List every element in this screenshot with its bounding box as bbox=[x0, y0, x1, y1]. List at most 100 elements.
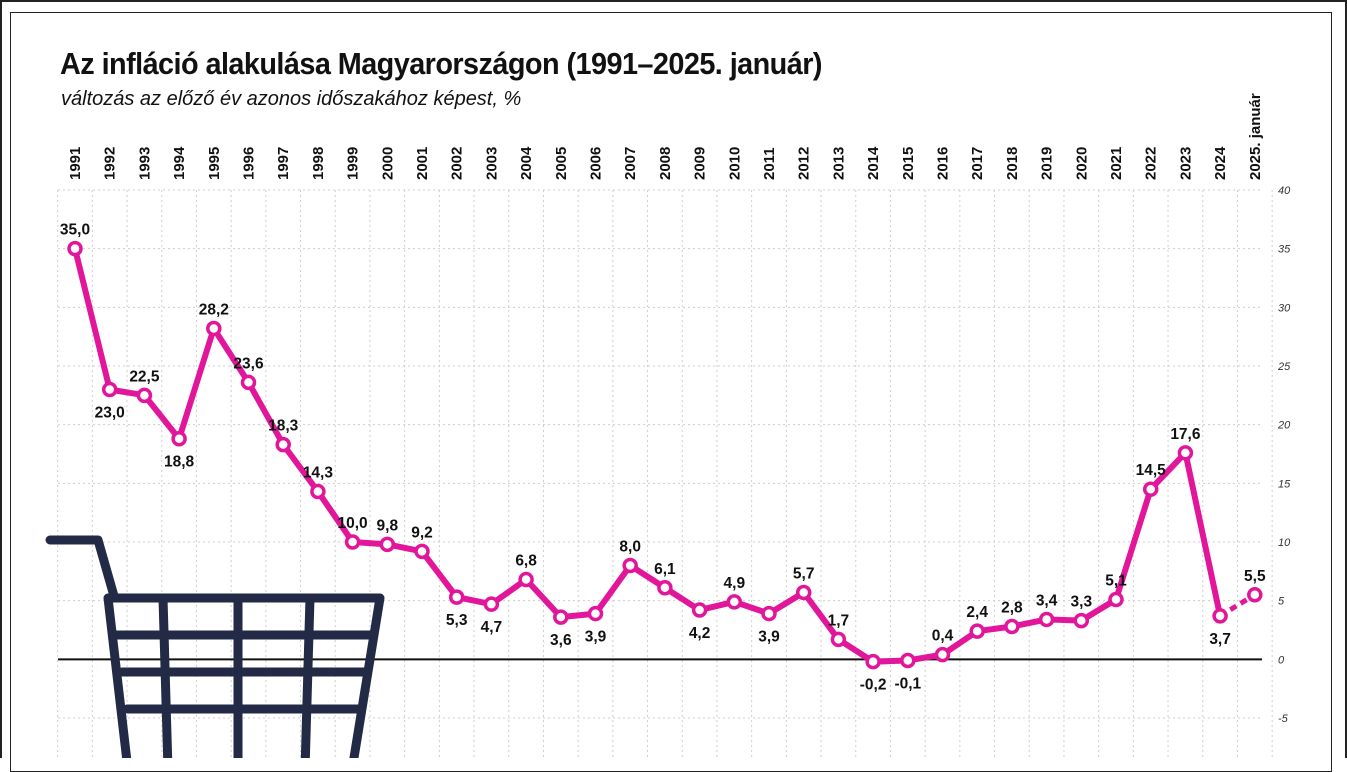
data-point bbox=[691, 602, 708, 618]
data-point bbox=[483, 596, 500, 612]
year-label: 1995 bbox=[206, 147, 223, 180]
data-point bbox=[448, 589, 465, 605]
data-label: 3,6 bbox=[550, 632, 572, 649]
y-tick-label: 0 bbox=[1278, 654, 1285, 666]
year-label: 2020 bbox=[1073, 147, 1090, 180]
data-label: 1,7 bbox=[828, 612, 850, 629]
year-label: 1993 bbox=[136, 147, 153, 180]
data-label: 14,3 bbox=[303, 465, 334, 482]
year-label: 2003 bbox=[483, 147, 500, 180]
data-label: 35,0 bbox=[60, 222, 90, 239]
cart-basket-outline bbox=[103, 593, 385, 758]
y-tick-label: -5 bbox=[1278, 713, 1289, 725]
data-point bbox=[1073, 612, 1090, 629]
data-point bbox=[795, 584, 812, 601]
data-label: 8,0 bbox=[619, 538, 641, 555]
inflation-series bbox=[67, 240, 1263, 670]
data-point bbox=[726, 594, 743, 610]
data-point bbox=[344, 534, 361, 550]
year-label: 2012 bbox=[796, 147, 813, 180]
data-point bbox=[379, 536, 396, 553]
data-point bbox=[518, 571, 534, 588]
y-tick-label: 40 bbox=[1278, 185, 1291, 197]
data-label: 23,6 bbox=[233, 355, 264, 372]
data-label: 22,5 bbox=[129, 368, 160, 385]
year-label: 2018 bbox=[1004, 147, 1021, 180]
data-point bbox=[1038, 611, 1055, 628]
data-point bbox=[171, 430, 187, 447]
year-label: 2014 bbox=[865, 146, 882, 180]
year-label: 2006 bbox=[588, 147, 605, 180]
data-label: 4,2 bbox=[689, 625, 711, 642]
data-label: 4,9 bbox=[724, 575, 746, 592]
data-point bbox=[1247, 587, 1263, 603]
y-tick-label: 35 bbox=[1278, 244, 1291, 256]
y-tick-label: 10 bbox=[1278, 537, 1291, 549]
y-tick-label: 30 bbox=[1278, 302, 1291, 314]
data-point bbox=[414, 543, 430, 560]
data-point bbox=[1177, 445, 1194, 461]
year-label: 2010 bbox=[726, 147, 743, 180]
data-point bbox=[553, 609, 569, 625]
year-label: 2025. január bbox=[1247, 93, 1264, 180]
data-point bbox=[1212, 608, 1228, 624]
data-label: 5,7 bbox=[793, 565, 815, 582]
data-point bbox=[934, 646, 951, 663]
year-label: 1996 bbox=[241, 147, 258, 180]
data-label: 18,8 bbox=[164, 454, 195, 471]
data-point bbox=[1004, 618, 1020, 635]
x-axis-labels: 1991 1992 1993 1994 1995 1996 1997 1998 1999 2000… bbox=[67, 93, 1264, 180]
y-tick-label: 25 bbox=[1277, 361, 1291, 373]
data-point bbox=[240, 374, 257, 391]
data-point bbox=[1108, 591, 1124, 608]
year-label: 2019 bbox=[1039, 147, 1056, 180]
data-label: 10,0 bbox=[338, 515, 368, 532]
data-label: 14,5 bbox=[1136, 462, 1167, 479]
series-line bbox=[72, 245, 1224, 665]
data-label: 3,7 bbox=[1209, 631, 1231, 648]
data-label: 23,0 bbox=[95, 404, 125, 421]
year-label: 2022 bbox=[1143, 147, 1160, 180]
data-label: 9,8 bbox=[377, 517, 399, 534]
data-label: 5,1 bbox=[1105, 572, 1127, 589]
year-label: 2011 bbox=[761, 147, 778, 180]
data-point bbox=[1142, 481, 1159, 497]
data-label: 0,4 bbox=[932, 628, 954, 645]
y-tick-label: 15 bbox=[1278, 478, 1291, 490]
data-label: 9,2 bbox=[411, 524, 433, 541]
year-label: 2009 bbox=[692, 147, 709, 180]
year-label: 2002 bbox=[449, 147, 466, 180]
data-point bbox=[761, 605, 777, 622]
year-label: 2005 bbox=[553, 147, 570, 180]
data-label: 2,8 bbox=[1001, 599, 1023, 616]
data-point bbox=[969, 623, 985, 639]
data-label: 3,9 bbox=[758, 629, 780, 646]
data-label: 3,3 bbox=[1071, 594, 1093, 611]
cart-bar-1 bbox=[158, 593, 173, 758]
data-point bbox=[310, 483, 326, 500]
year-label: 2001 bbox=[414, 147, 431, 180]
data-point bbox=[67, 240, 83, 257]
data-label: 5,5 bbox=[1244, 568, 1266, 585]
year-label: 1994 bbox=[171, 146, 188, 180]
chart-subtitle: változás az előző év azonos időszakához … bbox=[61, 88, 522, 110]
data-label: 18,3 bbox=[268, 418, 299, 435]
value-labels: 35,0 23,0 22,5 18,8 28,2 23,6 18,3 14,3 10,0 9,8 9… bbox=[60, 222, 1266, 694]
data-label: 17,6 bbox=[1170, 426, 1201, 443]
data-point bbox=[136, 387, 153, 404]
data-label: 5,3 bbox=[446, 612, 468, 629]
data-point bbox=[275, 436, 291, 453]
data-label: -0,1 bbox=[894, 676, 921, 693]
data-point bbox=[657, 580, 673, 596]
shopping-cart-icon bbox=[45, 535, 385, 758]
data-point bbox=[865, 653, 881, 670]
year-label: 2017 bbox=[969, 147, 986, 180]
year-label: 1991 bbox=[67, 147, 84, 180]
year-label: 1998 bbox=[310, 147, 327, 180]
data-point bbox=[101, 381, 118, 398]
year-label: 2007 bbox=[622, 147, 639, 180]
data-label: 6,8 bbox=[515, 553, 537, 570]
data-point bbox=[830, 631, 847, 648]
chart-title: Az infláció alakulása Magyarországon (19… bbox=[60, 46, 822, 81]
year-label: 1992 bbox=[102, 147, 119, 180]
